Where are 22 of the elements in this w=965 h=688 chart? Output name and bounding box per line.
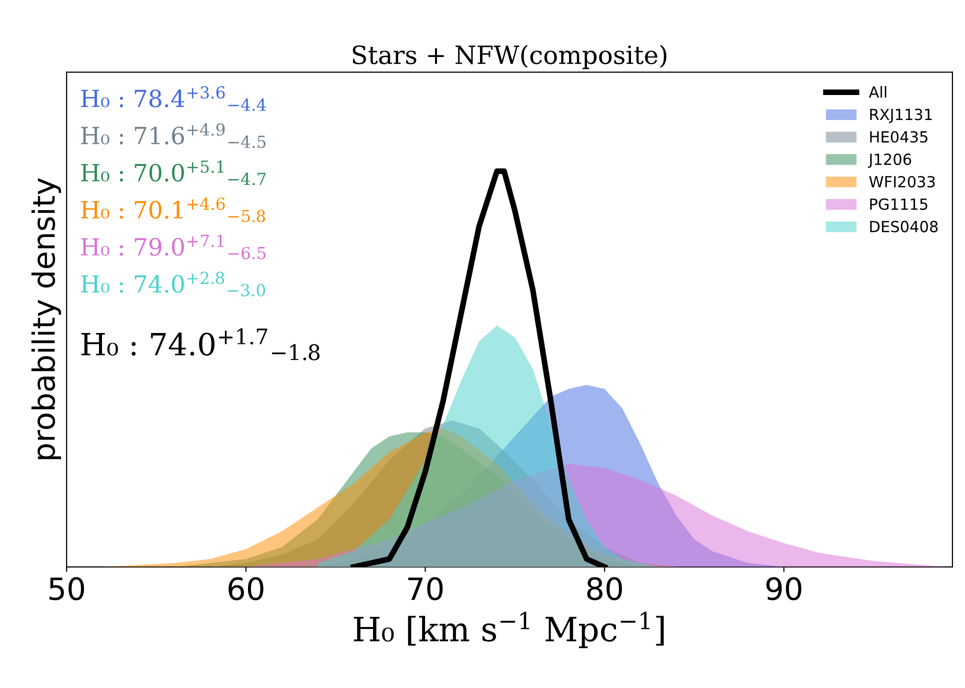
legend-label: DES0408 [870, 220, 938, 232]
legend-label: PG1115 [870, 198, 928, 210]
annotation: H₀ : 74.0$^{+2.8}$$_{−3.0}$ [81, 272, 266, 296]
text: H₀ : 78.4$^{+3.6}$$_{−4.4}$ [81, 86, 266, 111]
x-tick-label: 70 [408, 577, 443, 600]
x-tick-label: 90 [766, 577, 802, 600]
legend-label: All [868, 86, 886, 98]
y-axis-title: probability density [31, 178, 62, 460]
x-tick-label: 80 [587, 577, 622, 600]
chart-title: Stars + NFW(composite) [352, 44, 666, 70]
x-tick-label: 50 [50, 577, 84, 600]
x-axis-title: H₀ [km s$^{−1}$ Mpc$^{−1}$] [354, 612, 664, 648]
text: H₀ : 71.6$^{+4.9}$$_{−4.5}$ [81, 123, 266, 148]
legend-label: J1206 [868, 154, 912, 168]
annotation: H₀ : 74.0$^{+1.7}$$_{−1.8}$ [82, 328, 320, 360]
annotation: H₀ : 70.1$^{+4.6}$$_{−5.8}$ [81, 197, 266, 222]
annotation: H₀ : 70.0$^{+5.1}$$_{−4.7}$ [81, 160, 266, 186]
x-tick-label: 60 [228, 577, 264, 600]
legend-label: RXJ1131 [870, 108, 932, 124]
legend-label: WFI2033 [869, 176, 935, 188]
annotation: H₀ : 79.0$^{+7.1}$$_{−6.5}$ [81, 234, 266, 260]
legend-label: HE0435 [870, 131, 928, 143]
